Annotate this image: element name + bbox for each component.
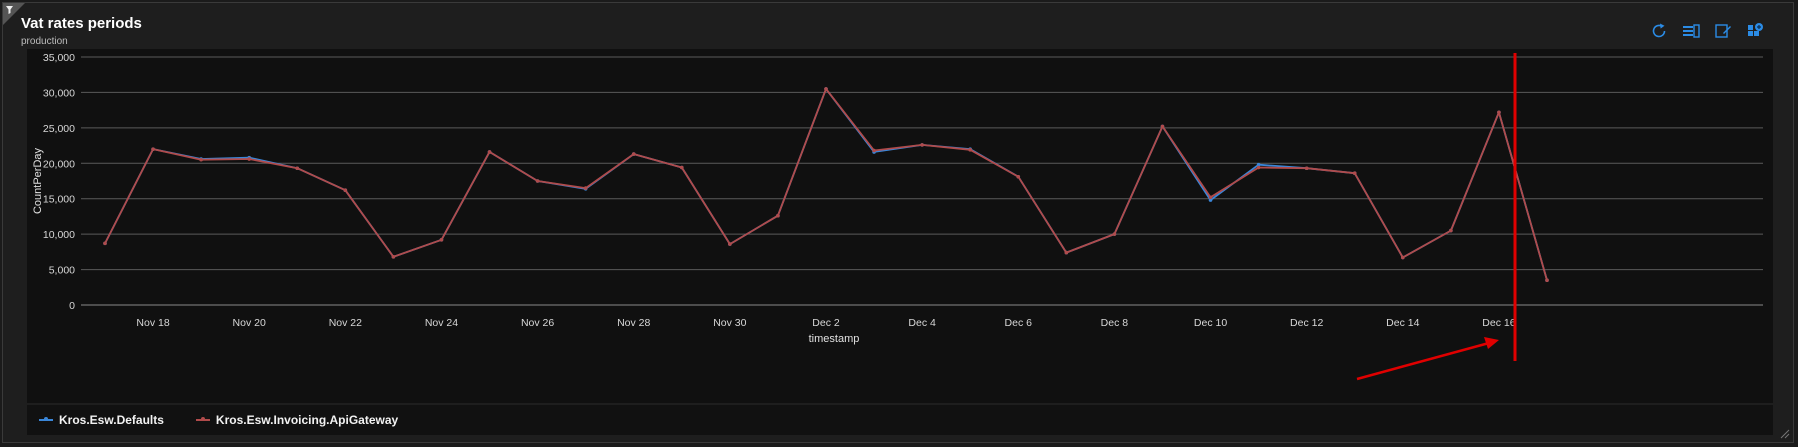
y-tick-label: 15,000 — [43, 194, 75, 206]
y-tick-label: 30,000 — [43, 87, 75, 99]
x-tick-label: Dec 10 — [1194, 317, 1227, 329]
data-point — [1497, 110, 1501, 115]
x-tick-label: Dec 8 — [1101, 317, 1129, 329]
data-point — [728, 242, 732, 246]
x-tick-label: Dec 6 — [1005, 317, 1033, 329]
y-tick-label: 10,000 — [43, 229, 75, 241]
data-point — [1256, 162, 1261, 167]
legend-label: Kros.Esw.Invoicing.ApiGateway — [215, 413, 399, 427]
data-point — [247, 157, 251, 161]
legend-item-apigateway[interactable]: Kros.Esw.Invoicing.ApiGateway — [195, 413, 399, 427]
edit-icon — [1715, 24, 1731, 38]
filter-icon[interactable] — [3, 3, 25, 25]
y-tick-label: 35,000 — [43, 52, 75, 64]
refresh-icon — [1652, 23, 1666, 38]
pin-to-dashboard-button[interactable] — [1745, 21, 1765, 41]
x-tick-label: Nov 22 — [329, 317, 362, 329]
refresh-button[interactable] — [1649, 21, 1669, 41]
data-point — [1449, 228, 1453, 233]
data-point — [199, 157, 203, 162]
y-tick-label: 20,000 — [43, 158, 75, 170]
data-point — [487, 150, 492, 154]
x-tick-label: Dec 12 — [1290, 317, 1323, 329]
x-tick-label: Nov 24 — [425, 317, 458, 329]
series-line — [104, 88, 1548, 281]
data-point — [680, 165, 684, 170]
y-tick-label: 0 — [69, 300, 75, 312]
data-point — [151, 147, 155, 151]
x-tick-label: Nov 26 — [521, 317, 554, 329]
data-point — [1304, 166, 1309, 171]
data-point — [1112, 232, 1117, 236]
query-button[interactable] — [1681, 21, 1701, 41]
legend-swatch-red — [195, 417, 210, 421]
data-point — [1545, 278, 1549, 282]
data-point — [776, 213, 780, 218]
legend-item-defaults[interactable]: Kros.Esw.Defaults — [39, 413, 164, 427]
y-tick-label: 25,000 — [43, 123, 75, 135]
data-point — [824, 87, 828, 91]
panel-toolbar — [1649, 21, 1765, 41]
data-point — [1256, 165, 1261, 170]
data-point — [1208, 198, 1213, 202]
legend-label: Kros.Esw.Defaults — [59, 413, 164, 427]
resize-handle-icon[interactable] — [1780, 429, 1790, 439]
x-axis-title: timestamp — [809, 333, 860, 345]
data-point — [439, 238, 444, 242]
data-point — [535, 179, 540, 183]
panel-title: Vat rates periods — [21, 15, 142, 32]
line-chart: 0 5,000 10,000 15,000 20,000 25,000 30,000 35,0… — [27, 49, 1773, 403]
legend-swatch-blue — [39, 417, 53, 421]
edit-button[interactable] — [1713, 21, 1733, 41]
x-tick-label: Nov 28 — [617, 317, 650, 329]
data-point — [1401, 255, 1405, 260]
data-point — [1016, 174, 1021, 179]
x-tick-label: Dec 4 — [908, 317, 936, 329]
series-line — [104, 88, 1548, 281]
data-point — [343, 188, 348, 193]
data-point — [1352, 171, 1357, 176]
data-point — [1160, 124, 1165, 129]
annotation-arrow-line — [1356, 341, 1490, 381]
query-icon — [1683, 24, 1700, 38]
x-tick-label: Nov 20 — [233, 317, 266, 329]
x-tick-label: Nov 18 — [136, 317, 169, 329]
panel-subtitle: production — [21, 36, 68, 47]
x-tick-label: Dec 16 — [1482, 317, 1515, 329]
data-point — [1208, 195, 1213, 200]
chart-legend: Kros.Esw.Defaults Kros.Esw.Invoicing.Api… — [27, 405, 1773, 435]
data-point — [295, 166, 300, 171]
data-point — [391, 255, 396, 259]
data-point — [631, 152, 636, 156]
data-point — [872, 148, 876, 153]
annotation-arrow-head — [1484, 337, 1499, 349]
x-tick-label: Dec 14 — [1386, 317, 1419, 329]
data-point — [968, 148, 972, 152]
data-point — [1064, 250, 1069, 255]
data-point — [583, 186, 588, 190]
y-axis-title: CountPerDay — [32, 147, 44, 214]
data-point — [103, 241, 107, 246]
x-tick-label: Dec 2 — [812, 317, 840, 329]
y-tick-label: 5,000 — [49, 265, 75, 277]
data-point — [920, 143, 924, 147]
dashboard-pin-icon — [1748, 23, 1763, 36]
x-tick-label: Nov 30 — [713, 317, 746, 329]
